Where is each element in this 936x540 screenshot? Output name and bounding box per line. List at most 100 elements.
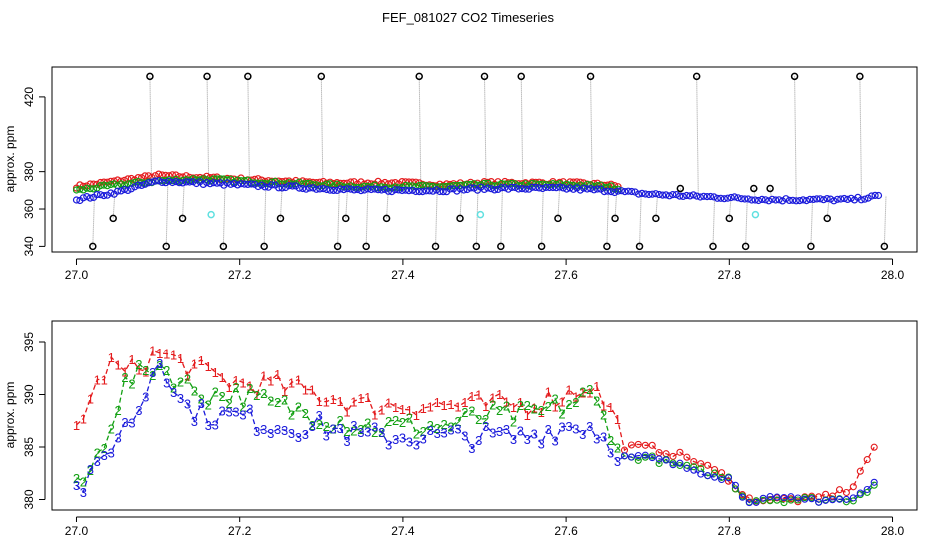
series-1-marker: 1 <box>114 358 121 373</box>
top-gray-lines <box>92 76 887 247</box>
series-1-marker: 1 <box>434 395 441 410</box>
series-s3-point <box>186 178 194 186</box>
series-1-marker: 1 <box>558 395 565 410</box>
series-s3-point <box>634 190 643 198</box>
series-1-marker: 1 <box>371 408 378 423</box>
series-1-marker: 1 <box>531 401 538 416</box>
outlier-point <box>517 72 525 81</box>
series-1-point <box>870 443 878 451</box>
series-s3-point <box>686 192 694 200</box>
series-1-marker: 1 <box>496 387 503 402</box>
series-s3-point <box>360 186 368 194</box>
series-s3-point <box>754 196 763 205</box>
series-s3-point <box>456 185 464 193</box>
series-3-point <box>724 474 733 482</box>
series-1-marker: 1 <box>545 384 552 399</box>
series-3-marker: 3 <box>135 403 142 418</box>
series-s3-point <box>782 195 790 203</box>
series-3-point <box>822 496 830 504</box>
series-3-marker: 3 <box>87 462 94 477</box>
series-s3-point <box>323 185 331 194</box>
series-s3-point <box>837 195 845 203</box>
series-2-marker: 2 <box>302 406 309 421</box>
series-s3-point <box>288 182 296 190</box>
series-s3-point <box>305 184 314 192</box>
series-3-point <box>697 470 705 478</box>
series-2-point <box>842 498 850 506</box>
series-s3-point <box>652 190 660 198</box>
series-1-marker: 1 <box>87 391 94 406</box>
outlier-point <box>741 242 750 251</box>
series-s3-point <box>302 185 310 193</box>
series-1-marker: 1 <box>343 405 350 420</box>
series-3-point <box>856 489 864 497</box>
series-2-marker: 2 <box>586 382 593 397</box>
series-3-marker: 3 <box>212 418 219 433</box>
series-3-marker: 3 <box>531 426 538 441</box>
series-2-marker: 2 <box>260 386 267 401</box>
series-1-point <box>863 456 871 464</box>
series-1-marker: 1 <box>614 412 621 427</box>
series-3-marker: 3 <box>565 419 572 434</box>
series-3-point <box>690 466 698 474</box>
series-2-marker: 2 <box>101 441 108 456</box>
series-s3-point <box>528 183 536 191</box>
series-3-point <box>766 493 774 501</box>
series-2-marker: 2 <box>73 471 80 486</box>
series-2-point <box>718 473 726 481</box>
series-3-marker: 3 <box>232 404 239 419</box>
series-s3-point <box>364 185 372 193</box>
series-s3-point <box>751 196 759 204</box>
series-s3-point <box>439 188 447 196</box>
series-2-marker: 2 <box>489 398 496 413</box>
outlier-point <box>807 242 815 251</box>
bottom-x-tick-label: 27.2 <box>228 524 252 538</box>
series-s3-point <box>514 185 523 193</box>
series-s2-point <box>254 179 262 187</box>
series-3-marker: 3 <box>440 425 447 440</box>
series-2-marker: 2 <box>545 399 552 414</box>
series-3-marker: 3 <box>517 423 524 438</box>
series-1-marker: 1 <box>101 373 108 388</box>
series-3-point <box>815 498 823 506</box>
series-2-point <box>863 488 871 496</box>
series-s3-point <box>192 179 200 188</box>
series-s3-point <box>254 182 262 191</box>
series-2-marker: 2 <box>267 394 274 409</box>
outlier-drop-line <box>500 188 503 247</box>
series-1-point <box>704 461 712 469</box>
series-1-marker: 1 <box>80 412 87 427</box>
series-s3-point <box>816 195 824 203</box>
outlier-drop-line <box>484 76 487 189</box>
series-s2-point <box>439 183 447 191</box>
outlier-point <box>276 214 285 223</box>
outlier-drop-line <box>337 189 340 247</box>
series-s3-point <box>809 195 818 203</box>
outlier-point <box>146 72 154 81</box>
series-s2-point <box>422 182 430 190</box>
series-2-marker: 2 <box>524 398 531 413</box>
series-s2-point <box>162 177 170 185</box>
series-2-marker: 2 <box>399 415 406 430</box>
series-s2-point <box>323 180 331 188</box>
series-s3-point <box>312 185 320 193</box>
series-3-point <box>704 472 712 480</box>
series-s3-point <box>730 193 739 201</box>
series-s3-point <box>833 195 842 203</box>
series-3-marker: 3 <box>329 422 336 437</box>
series-s3-point <box>511 183 519 192</box>
series-s3-point <box>662 191 670 199</box>
top-x-tick-label: 28.0 <box>881 268 905 282</box>
series-3-marker: 3 <box>586 419 593 434</box>
series-s3-point <box>395 186 403 194</box>
series-s2-point <box>470 180 478 188</box>
outlier-drop-line <box>712 197 716 247</box>
series-1-point <box>718 469 726 477</box>
outlier-drop-line <box>386 190 389 219</box>
series-s3-point <box>124 186 132 194</box>
series-2-marker: 2 <box>253 388 260 403</box>
series-s3-point <box>223 179 231 187</box>
series-s3-point <box>429 187 437 195</box>
series-1-point <box>634 440 642 448</box>
series-2-marker: 2 <box>149 368 156 383</box>
